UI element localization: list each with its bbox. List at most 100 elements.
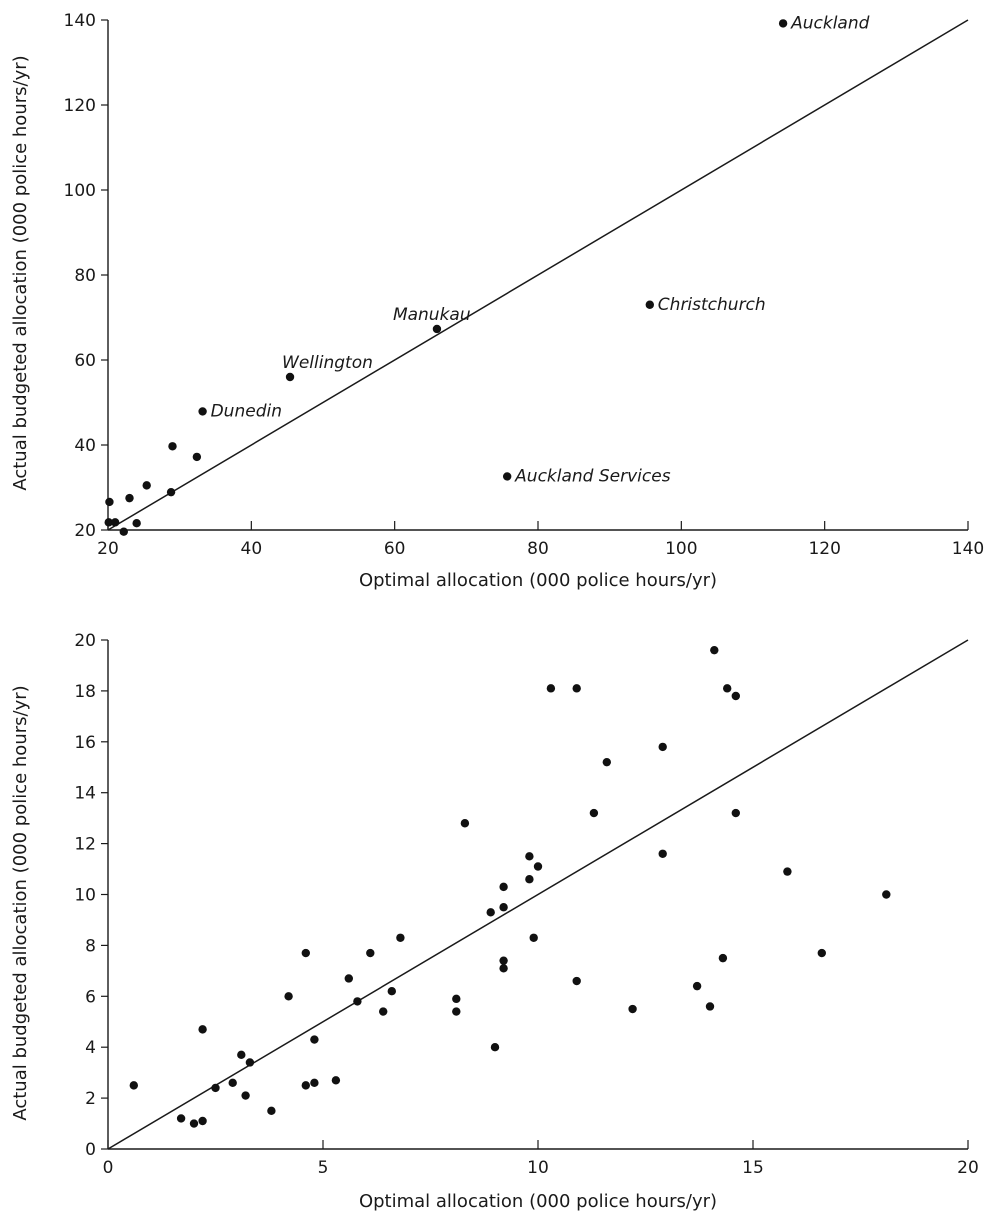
data-point [211, 1083, 220, 1093]
data-point [396, 933, 405, 942]
y-tick-label: 120 [64, 96, 96, 116]
y-tick-label: 60 [74, 351, 96, 371]
point-label: Auckland Services [514, 466, 671, 486]
point-label: Manukau [393, 305, 471, 325]
data-point [602, 757, 611, 767]
data-point [105, 497, 114, 507]
point-label: Dunedin [211, 401, 282, 421]
data-point [192, 452, 202, 462]
data-point [705, 1002, 715, 1011]
data-point [525, 875, 534, 884]
data-point [882, 890, 891, 899]
y-tick-label: 4 [85, 1038, 96, 1058]
point-label: Wellington [282, 353, 373, 373]
data-point [486, 908, 495, 917]
data-point [310, 1035, 319, 1044]
data-point [237, 1050, 246, 1060]
data-point [731, 691, 740, 701]
y-tick-label: 20 [74, 631, 96, 651]
y-tick-label: 12 [74, 835, 96, 855]
y-tick-label: 20 [74, 521, 96, 541]
y-axis-title: Actual budgeted allocation (000 police h… [10, 685, 31, 1120]
x-tick-label: 40 [241, 539, 263, 559]
data-point [198, 407, 207, 416]
data-point [710, 645, 719, 655]
data-point [301, 1081, 310, 1090]
data-point [344, 974, 353, 983]
data-point [692, 981, 702, 991]
data-point [284, 992, 293, 1001]
data-point [499, 882, 508, 892]
x-tick-label: 100 [665, 539, 697, 559]
data-point [267, 1106, 276, 1116]
data-point [628, 1004, 637, 1014]
data-point [572, 976, 581, 986]
x-tick-label: 0 [103, 1158, 114, 1178]
data-point [129, 1081, 138, 1090]
data-point [331, 1076, 341, 1085]
data-point [452, 994, 461, 1004]
point-label: Auckland [790, 13, 870, 33]
x-tick-label: 10 [527, 1158, 549, 1178]
y-tick-label: 80 [74, 266, 96, 286]
data-point [353, 997, 362, 1006]
x-axis-title: Optimal allocation (000 police hours/yr) [359, 1191, 717, 1212]
y-axis-title: Actual budgeted allocation (000 police h… [10, 55, 31, 490]
x-tick-label: 15 [742, 1158, 764, 1178]
y-tick-label: 0 [85, 1140, 96, 1160]
data-point [176, 1114, 186, 1123]
data-point [499, 903, 508, 912]
data-point [546, 684, 556, 693]
data-point [104, 518, 113, 527]
data-point [778, 19, 788, 28]
data-point [245, 1058, 255, 1067]
data-point [783, 867, 792, 876]
data-point [125, 493, 134, 503]
data-point [166, 487, 176, 497]
data-point [572, 684, 581, 693]
chart-top: Optimal allocation (000 police hours/yr)… [10, 11, 984, 591]
y-tick-label: 100 [64, 181, 96, 201]
data-point [168, 442, 177, 451]
data-point [658, 849, 667, 858]
data-point [198, 1116, 207, 1126]
data-point [301, 948, 310, 958]
reference-line [107, 639, 969, 1150]
data-point [241, 1091, 250, 1100]
data-point [731, 808, 740, 818]
data-point [529, 933, 538, 942]
x-tick-label: 80 [527, 539, 549, 559]
data-point [387, 987, 396, 996]
data-point [589, 808, 599, 818]
x-tick-label: 20 [957, 1158, 979, 1178]
data-point [723, 684, 732, 693]
data-point [533, 862, 543, 871]
data-point [525, 852, 534, 861]
data-point [142, 481, 151, 490]
y-tick-label: 8 [85, 936, 96, 956]
data-point [460, 819, 470, 828]
x-tick-label: 140 [952, 539, 984, 559]
data-point [658, 742, 667, 752]
data-point [310, 1078, 319, 1088]
data-point [366, 948, 375, 958]
y-tick-label: 10 [74, 886, 96, 906]
point-label: Christchurch [658, 295, 766, 315]
y-tick-label: 2 [85, 1089, 96, 1109]
x-tick-label: 60 [384, 539, 406, 559]
data-point [119, 527, 128, 536]
data-point [499, 956, 508, 965]
y-tick-label: 40 [74, 436, 96, 456]
data-point [645, 300, 654, 309]
x-axis-title: Optimal allocation (000 police hours/yr) [359, 570, 717, 591]
y-tick-label: 18 [74, 682, 96, 702]
data-point [285, 372, 295, 382]
x-tick-label: 120 [808, 539, 840, 559]
x-tick-label: 5 [318, 1158, 329, 1178]
data-point [132, 519, 141, 528]
data-point [452, 1007, 461, 1016]
data-point [499, 964, 508, 973]
y-tick-label: 140 [64, 11, 96, 31]
y-tick-label: 14 [74, 784, 96, 804]
